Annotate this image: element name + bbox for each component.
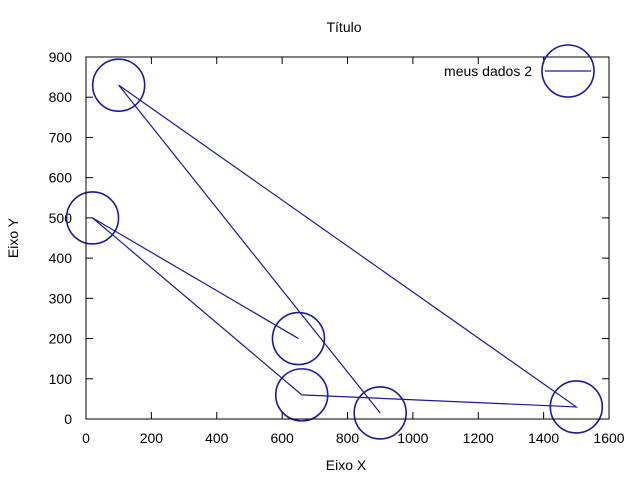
legend-marker <box>541 44 595 98</box>
x-tick-label: 800 <box>336 430 360 446</box>
series-layer <box>65 58 604 440</box>
y-tick-label: 200 <box>49 331 73 347</box>
data-point <box>274 368 329 422</box>
x-tick-label: 0 <box>82 430 90 446</box>
x-tick-label: 1400 <box>528 430 559 446</box>
x-tick-label: 1600 <box>593 430 624 446</box>
y-tick-label: 0 <box>64 411 72 427</box>
y-tick-label: 800 <box>49 89 73 105</box>
x-tick-label: 1000 <box>397 430 428 446</box>
y-tick-label: 300 <box>49 290 73 306</box>
ticks-layer: 0 200 400 600 800 1000 1200 1400 1600 0 100 200 300 4… <box>49 49 625 446</box>
x-tick-label: 200 <box>140 430 164 446</box>
legend: meus dados 2 <box>444 44 595 98</box>
plot-frame <box>85 56 610 420</box>
chart-title: Título <box>326 19 361 35</box>
data-point <box>91 58 146 112</box>
series-line <box>92 84 579 414</box>
x-axis-label: Eixo X <box>326 457 367 473</box>
data-point <box>549 380 604 434</box>
data-point <box>65 191 120 245</box>
y-axis-label: Eixo Y <box>5 217 21 258</box>
y-tick-label: 400 <box>49 250 73 266</box>
y-tick-label: 100 <box>49 371 73 387</box>
legend-label: meus dados 2 <box>444 63 532 79</box>
data-point <box>353 386 407 440</box>
x-tick-label: 1200 <box>463 430 494 446</box>
y-tick-label: 700 <box>49 129 73 145</box>
y-tick-label: 500 <box>49 210 73 226</box>
y-tick-label: 600 <box>49 170 73 186</box>
x-tick-label: 600 <box>270 430 294 446</box>
x-tick-label: 400 <box>205 430 229 446</box>
data-point <box>271 311 326 366</box>
y-tick-label: 900 <box>49 49 73 65</box>
